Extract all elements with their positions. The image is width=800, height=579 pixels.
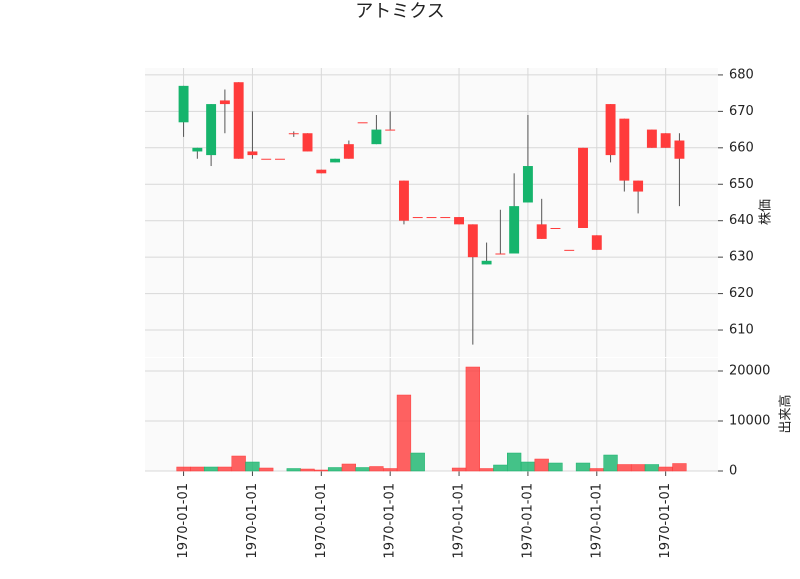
candle-body	[219, 100, 230, 105]
volume-panel	[145, 358, 718, 471]
volume-bar	[617, 464, 632, 472]
x-tick-label: 1970-01-01	[314, 483, 329, 559]
candle-body	[233, 82, 244, 159]
volume-bar	[548, 462, 563, 472]
x-tick-label: 1970-01-01	[176, 483, 191, 559]
volume-bar	[479, 468, 494, 472]
volume-bar	[383, 468, 398, 472]
candle-body	[316, 169, 327, 174]
candle-body	[343, 144, 354, 159]
candle-body	[371, 129, 382, 145]
volume-bar	[286, 468, 301, 472]
candle-body	[412, 217, 423, 219]
volume-bar	[190, 466, 205, 472]
y-tick-label: 620	[729, 286, 754, 301]
candle-body	[330, 158, 341, 163]
candle-body	[591, 235, 602, 250]
volume-bar	[327, 467, 343, 472]
volume-bar	[465, 366, 480, 472]
candle-body	[426, 217, 437, 219]
volume-bar	[575, 462, 591, 472]
volume-tick-label: 0	[729, 464, 737, 479]
volume-bar	[355, 467, 370, 472]
candle-body	[247, 151, 258, 156]
volume-tick-label: 10000	[729, 414, 770, 429]
candle-body	[357, 122, 368, 124]
volume-bar	[589, 468, 604, 472]
candle-body	[385, 129, 396, 131]
candle-body	[398, 180, 409, 221]
y-tick-label: 610	[729, 323, 754, 338]
candle-body	[288, 133, 299, 135]
volume-bar	[259, 467, 274, 472]
candle-body	[550, 227, 561, 229]
volume-bar	[396, 394, 412, 472]
volume-bar	[672, 463, 687, 472]
candle-body	[509, 206, 520, 254]
candle-body	[660, 133, 671, 148]
volume-axis-label: 出来高	[778, 394, 794, 433]
candle-body	[454, 217, 465, 225]
x-tick-label: 1970-01-01	[383, 483, 398, 559]
volume-bar	[203, 466, 219, 472]
candle-body	[302, 133, 313, 152]
y-axis-label: 株価	[759, 199, 774, 225]
volume-bar	[603, 454, 618, 472]
candle-body	[564, 249, 575, 251]
y-tick-label: 630	[729, 250, 754, 265]
volume-bar	[451, 467, 467, 472]
volume-bar	[410, 452, 425, 472]
y-tick-label: 670	[729, 104, 754, 119]
volume-bar	[217, 466, 233, 472]
candle-body	[467, 224, 478, 258]
volume-bar	[658, 466, 673, 472]
candle-body	[674, 140, 685, 159]
candle-body	[261, 158, 272, 160]
volume-bar	[300, 468, 315, 472]
volume-bar	[314, 469, 329, 472]
candle-body	[646, 129, 657, 148]
x-tick-label: 1970-01-01	[452, 483, 467, 559]
x-tick-label: 1970-01-01	[589, 483, 604, 559]
volume-bar	[507, 452, 522, 472]
volume-bar	[245, 461, 260, 472]
volume-bar	[630, 464, 646, 472]
y-tick-label: 650	[729, 177, 754, 192]
x-tick-label: 1970-01-01	[245, 483, 260, 559]
candle-body	[619, 118, 630, 181]
x-tick-label: 1970-01-01	[520, 483, 535, 559]
volume-tick-label: 20000	[729, 364, 770, 379]
y-tick-label: 640	[729, 213, 754, 228]
candle-body	[481, 260, 492, 265]
volume-bar	[520, 461, 536, 472]
candle-body	[522, 166, 533, 203]
volume-bar	[231, 455, 246, 472]
chart-title: アトミクス	[355, 1, 444, 22]
volume-bar	[176, 466, 191, 472]
volume-bar	[369, 466, 384, 472]
volume-bar	[493, 464, 508, 472]
volume-bar	[341, 463, 356, 472]
candle-body	[605, 104, 616, 156]
candle-body	[578, 147, 588, 228]
candle-body	[275, 158, 285, 160]
candle-body	[633, 180, 644, 192]
volume-bar	[644, 464, 660, 472]
volume-bar	[534, 458, 549, 472]
candle-body	[495, 253, 506, 255]
candle-body	[178, 85, 189, 123]
x-tick-label: 1970-01-01	[658, 483, 673, 559]
y-tick-label: 680	[729, 67, 754, 82]
candle-body	[206, 104, 217, 156]
candle-body	[440, 217, 451, 219]
y-tick-label: 660	[729, 140, 754, 155]
candle-body	[192, 147, 203, 152]
candle-body	[536, 224, 547, 239]
